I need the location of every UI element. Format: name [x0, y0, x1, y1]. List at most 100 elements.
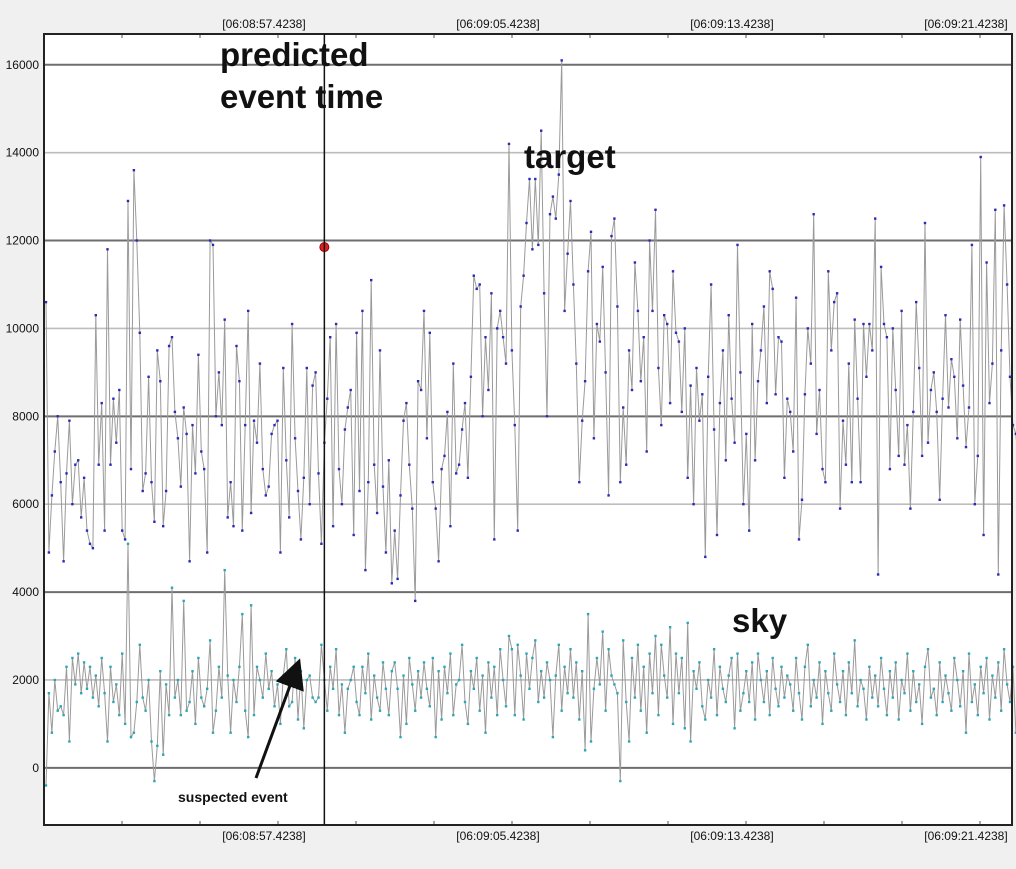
point-target — [900, 309, 903, 313]
point-sky — [264, 652, 267, 655]
point-target — [109, 463, 112, 466]
point-target — [135, 239, 138, 242]
point-target — [683, 327, 686, 330]
point-sky — [343, 731, 347, 734]
point-target — [249, 511, 253, 515]
point-target — [276, 419, 279, 422]
point-target — [375, 511, 379, 515]
y-tick-label-8: 16000 — [6, 58, 40, 72]
point-sky — [891, 696, 894, 699]
point-target — [88, 542, 92, 545]
point-sky — [296, 718, 300, 721]
point-target — [906, 423, 909, 427]
point-target — [833, 300, 836, 304]
point-sky — [551, 735, 555, 739]
point-sky — [103, 692, 106, 695]
point-target — [792, 450, 795, 453]
point-sky — [639, 709, 642, 712]
point-sky — [384, 687, 388, 690]
point-sky — [923, 665, 927, 668]
point-target — [434, 507, 437, 510]
point-sky — [657, 713, 660, 717]
point-sky — [833, 652, 836, 655]
point-target — [305, 366, 308, 370]
point-sky — [745, 670, 748, 673]
point-sky — [973, 683, 976, 686]
point-sky — [411, 683, 414, 686]
point-sky — [985, 656, 988, 660]
point-sky — [68, 740, 71, 743]
point-target — [712, 428, 716, 431]
point-sky — [830, 709, 833, 712]
point-sky — [557, 643, 560, 646]
point-sky — [121, 652, 124, 655]
point-sky — [329, 665, 332, 668]
point-target — [783, 476, 786, 479]
point-target — [976, 454, 979, 458]
point-sky — [408, 656, 411, 660]
point-sky — [794, 656, 798, 660]
point-target — [774, 393, 777, 396]
point-target — [762, 305, 766, 308]
point-target — [138, 331, 141, 334]
point-sky — [390, 670, 393, 673]
point-target — [428, 331, 431, 334]
plot-frame — [43, 33, 1013, 826]
point-target — [868, 322, 871, 326]
point-target — [150, 481, 153, 484]
point-target — [510, 349, 514, 352]
point-target — [80, 516, 83, 519]
point-target — [894, 388, 897, 392]
point-sky — [736, 652, 739, 655]
point-target — [481, 415, 484, 418]
point-sky — [373, 674, 376, 677]
point-sky — [317, 696, 320, 699]
point-target — [736, 243, 739, 247]
point-target — [1005, 283, 1009, 286]
point-target — [132, 169, 136, 172]
point-sky — [812, 678, 815, 682]
point-sky — [715, 713, 719, 717]
point-target — [387, 459, 390, 462]
point-target — [232, 525, 235, 528]
point-target — [537, 243, 540, 247]
point-target — [572, 283, 575, 286]
point-sky — [583, 749, 587, 752]
point-sky — [709, 696, 713, 699]
point-target — [595, 322, 599, 326]
point-sky — [188, 700, 191, 704]
point-sky — [566, 692, 569, 695]
point-target — [956, 437, 959, 440]
point-sky — [460, 643, 464, 646]
point-target — [619, 481, 622, 484]
point-sky — [595, 656, 599, 660]
point-sky — [457, 678, 461, 682]
point-target — [264, 494, 267, 497]
point-target — [516, 529, 519, 532]
annotation-suspected-event: suspected event — [178, 789, 288, 805]
point-sky — [191, 670, 194, 673]
point-target — [882, 322, 886, 326]
point-target — [961, 384, 965, 387]
point-target — [991, 362, 994, 365]
point-target — [581, 419, 584, 422]
point-target — [739, 371, 742, 374]
point-sky — [247, 735, 250, 739]
point-sky — [475, 656, 478, 660]
point-sky — [753, 718, 757, 721]
point-sky — [501, 678, 505, 682]
point-sky — [894, 661, 897, 664]
point-sky — [241, 612, 244, 616]
point-sky — [774, 687, 777, 690]
point-sky — [915, 700, 918, 704]
point-sky — [153, 779, 156, 783]
point-sky — [135, 700, 138, 704]
point-target — [314, 371, 317, 374]
point-sky — [334, 648, 338, 651]
point-target — [1008, 375, 1012, 378]
point-sky — [592, 687, 596, 690]
y-tick-label-1: 2000 — [12, 673, 39, 687]
point-sky — [452, 713, 455, 717]
point-sky — [874, 674, 877, 677]
point-sky — [677, 692, 681, 695]
